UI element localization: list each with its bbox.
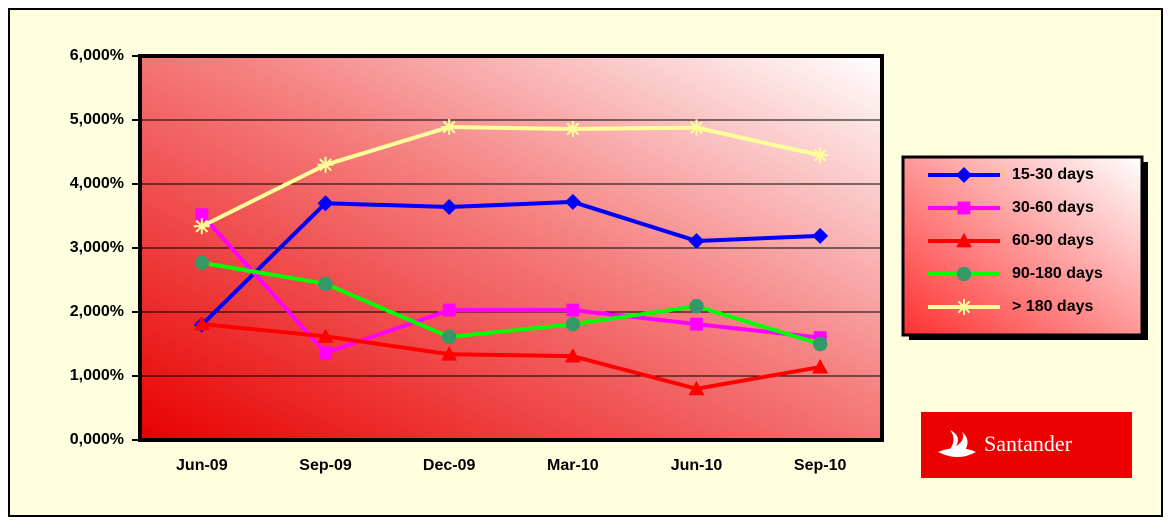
marker bbox=[317, 195, 334, 212]
marker bbox=[195, 208, 209, 222]
y-tick-label: 4,000% bbox=[70, 175, 124, 192]
marker bbox=[319, 346, 332, 360]
legend-label: 90-180 days bbox=[1012, 265, 1103, 282]
marker bbox=[690, 317, 703, 331]
marker bbox=[564, 120, 581, 137]
marker bbox=[318, 276, 333, 292]
y-tick-label: 3,000% bbox=[70, 239, 124, 256]
x-tick-label: Sep-09 bbox=[299, 457, 352, 474]
legend-label: 15-30 days bbox=[1012, 166, 1094, 183]
marker bbox=[956, 266, 972, 282]
marker bbox=[956, 299, 972, 315]
legend-label: 30-60 days bbox=[1012, 199, 1094, 216]
marker bbox=[812, 359, 829, 374]
legend-label: > 180 days bbox=[1012, 298, 1094, 315]
x-tick-label: Jun-09 bbox=[176, 457, 228, 474]
marker bbox=[441, 119, 458, 136]
y-tick-label: 5,000% bbox=[70, 111, 124, 128]
series-line bbox=[200, 199, 821, 327]
series-line bbox=[200, 213, 821, 355]
x-tick-label: Jun-10 bbox=[671, 457, 723, 474]
marker bbox=[566, 303, 580, 317]
y-tick-label: 2,000% bbox=[70, 303, 124, 320]
marker bbox=[442, 303, 456, 317]
marker bbox=[565, 316, 581, 332]
marker bbox=[317, 328, 334, 343]
marker bbox=[812, 227, 829, 244]
series-line bbox=[201, 260, 821, 346]
marker bbox=[441, 329, 457, 345]
marker bbox=[956, 167, 972, 183]
marker bbox=[688, 232, 705, 249]
x-tick-label: Dec-09 bbox=[423, 457, 476, 474]
marker bbox=[688, 380, 705, 396]
marker bbox=[564, 348, 581, 363]
series-line bbox=[201, 322, 821, 391]
marker bbox=[688, 119, 705, 136]
marker bbox=[441, 199, 458, 216]
logo-icon bbox=[938, 430, 976, 457]
legend-label: 60-90 days bbox=[1012, 232, 1094, 249]
marker bbox=[317, 156, 334, 173]
marker bbox=[956, 233, 972, 248]
y-tick-label: 0,000% bbox=[70, 431, 124, 448]
y-tick-label: 6,000% bbox=[70, 47, 124, 64]
marker bbox=[812, 147, 829, 164]
series-line bbox=[200, 125, 821, 229]
marker bbox=[564, 193, 581, 210]
logo-text: Santander bbox=[984, 431, 1073, 456]
marker bbox=[957, 201, 971, 215]
marker bbox=[689, 299, 704, 314]
marker bbox=[193, 316, 210, 331]
plot-border bbox=[138, 54, 884, 442]
y-tick-label: 1,000% bbox=[70, 367, 124, 384]
marker bbox=[194, 255, 210, 270]
x-tick-label: Sep-10 bbox=[794, 457, 847, 474]
x-tick-label: Mar-10 bbox=[547, 457, 599, 474]
marker bbox=[812, 336, 828, 352]
marker bbox=[193, 218, 210, 235]
marker bbox=[441, 346, 458, 361]
